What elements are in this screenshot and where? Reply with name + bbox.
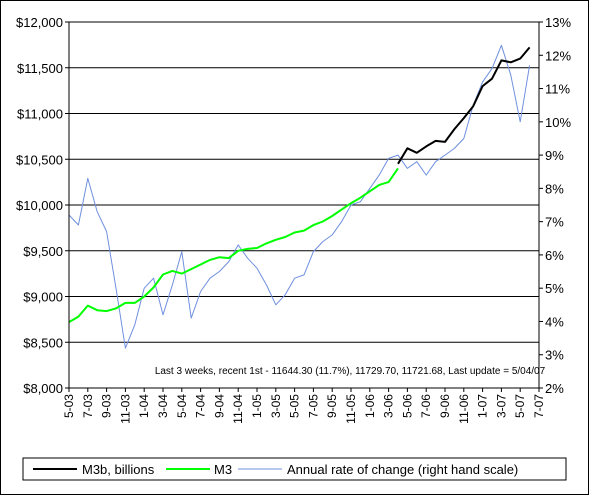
right-tick-label: 13% [545, 15, 571, 30]
x-axis: 5-03 7-03 9-03 11-03 1-04 3-04 5-04 7-04 9-04 11-… [62, 388, 546, 424]
x-tick-label: 9-03 [100, 394, 114, 418]
left-axis: $8,000 $8,500 $9,000 $9,500 $10,000 $10,500 $1… [16, 15, 70, 396]
x-tick-label: 5-06 [400, 394, 414, 418]
legend-label-m3: M3 [214, 462, 232, 477]
right-tick-label: 12% [545, 48, 571, 63]
series-m3b-line [397, 46, 531, 165]
x-tick-label: 3-04 [156, 394, 170, 418]
left-tick-label: $12,000 [16, 15, 63, 30]
right-tick-label: 3% [545, 348, 564, 363]
x-tick-label: 11-06 [457, 394, 471, 424]
legend-label-rate: Annual rate of change (right hand scale) [287, 462, 518, 477]
series-m3-line [68, 167, 399, 323]
right-tick-label: 4% [545, 314, 564, 329]
x-tick-label: 9-05 [325, 394, 339, 418]
x-tick-label: 1-06 [363, 394, 377, 418]
x-tick-label: 9-06 [438, 394, 452, 418]
x-tick-label: 7-03 [81, 394, 95, 418]
chart-annotation: Last 3 weeks, recent 1st - 11644.30 (11.… [155, 366, 546, 377]
x-tick-label: 3-06 [382, 394, 396, 418]
left-tick-label: $8,000 [23, 381, 63, 396]
left-tick-label: $10,000 [16, 198, 63, 213]
x-tick-label: 1-07 [476, 394, 490, 418]
x-tick-label: 11-04 [231, 394, 245, 424]
series-layer [68, 44, 531, 349]
gridlines [69, 21, 539, 389]
right-tick-label: 10% [545, 115, 571, 130]
right-axis: 2% 3% 4% 5% 6% 7% 8% 9% 10% 11% 12% 13% [538, 15, 571, 396]
legend-box [22, 457, 567, 481]
left-tick-label: $9,500 [23, 244, 63, 259]
x-tick-label: 7-05 [306, 394, 320, 418]
right-tick-label: 5% [545, 281, 564, 296]
left-tick-label: $8,500 [23, 335, 63, 350]
left-tick-label: $10,500 [16, 152, 63, 167]
x-tick-label: 5-03 [62, 394, 76, 418]
series-rate-line [68, 44, 531, 349]
x-tick-label: 1-04 [137, 394, 151, 418]
x-tick-label: 11-05 [344, 394, 358, 424]
legend-label-m3b: M3b, billions [82, 462, 155, 477]
x-tick-label: 7-06 [419, 394, 433, 418]
right-tick-label: 8% [545, 181, 564, 196]
x-tick-label: 3-07 [494, 394, 508, 418]
x-tick-label: 3-05 [269, 394, 283, 418]
x-tick-label: 9-04 [212, 394, 226, 418]
x-tick-label: 11-03 [118, 394, 132, 424]
x-tick-label: 5-05 [288, 394, 302, 418]
right-tick-label: 7% [545, 215, 564, 230]
left-tick-label: $11,000 [17, 107, 63, 122]
left-tick-label: $11,500 [17, 61, 63, 76]
right-tick-label: 2% [545, 381, 564, 396]
right-tick-label: 9% [545, 148, 564, 163]
x-tick-label: 7-07 [532, 394, 546, 418]
x-tick-label: 7-04 [194, 394, 208, 418]
left-tick-label: $9,000 [23, 290, 63, 305]
x-tick-label: 5-07 [513, 394, 527, 418]
right-tick-label: 6% [545, 248, 564, 263]
legend: M3b, billions M3 Annual rate of change (… [22, 457, 567, 481]
x-tick-label: 1-05 [250, 394, 264, 418]
x-tick-label: 5-04 [175, 394, 189, 418]
right-tick-label: 11% [545, 82, 570, 97]
